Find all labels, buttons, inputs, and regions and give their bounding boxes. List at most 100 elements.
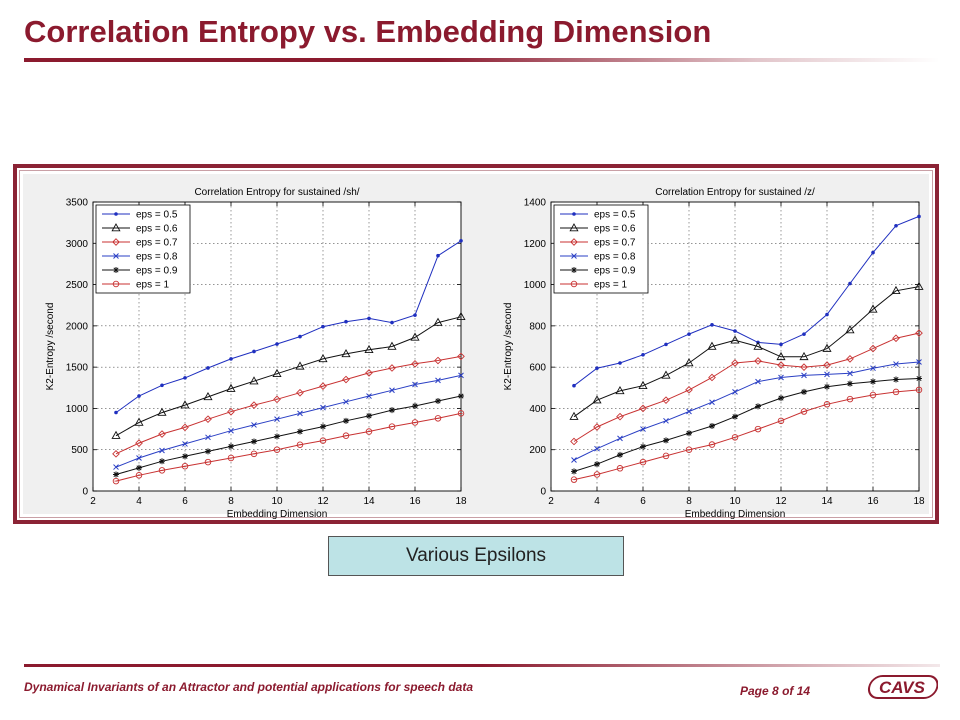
data-point	[800, 363, 808, 371]
data-point	[135, 472, 143, 479]
data-point	[319, 437, 327, 444]
data-point	[639, 404, 647, 413]
data-point	[640, 443, 646, 450]
data-point	[159, 458, 165, 465]
data-point	[229, 357, 233, 361]
legend-marker	[570, 280, 578, 288]
footer-text: Dynamical Invariants of an Attractor and…	[24, 680, 473, 694]
x-tick-label: 10	[271, 496, 283, 507]
data-point	[226, 383, 236, 392]
data-point	[413, 313, 417, 317]
data-point	[344, 319, 348, 324]
data-point	[732, 413, 738, 420]
data-point	[731, 434, 739, 441]
data-point	[893, 376, 899, 383]
data-point	[616, 465, 624, 472]
data-point	[617, 451, 623, 458]
chart-title: Correlation Entropy for sustained /sh/	[194, 187, 359, 198]
data-point	[616, 412, 624, 421]
y-tick-label: 200	[529, 445, 546, 456]
data-point	[870, 378, 876, 385]
data-point	[779, 342, 783, 347]
data-point	[458, 393, 464, 400]
legend-marker	[570, 238, 578, 246]
data-point	[891, 285, 901, 295]
data-point	[893, 361, 899, 367]
data-point	[435, 397, 441, 404]
data-point	[204, 458, 212, 466]
data-point	[135, 439, 143, 447]
legend-marker	[571, 253, 577, 259]
cavs-logo: CAVS	[867, 675, 938, 699]
legend-label: eps = 0.5	[136, 210, 178, 221]
data-point	[296, 388, 304, 397]
y-tick-label: 0	[82, 487, 88, 498]
data-point	[295, 361, 305, 370]
data-point	[755, 403, 761, 410]
series-line	[115, 316, 462, 437]
data-point	[846, 355, 854, 363]
data-point	[569, 411, 579, 420]
data-point	[777, 417, 785, 425]
data-point	[916, 375, 922, 382]
y-axis-label: K2-Entropy /second	[45, 303, 56, 391]
data-point	[412, 402, 418, 409]
data-point	[318, 353, 328, 363]
y-tick-label: 2500	[66, 280, 89, 291]
legend-label: eps = 0.7	[594, 238, 636, 249]
data-point	[182, 453, 188, 460]
data-point	[731, 359, 739, 367]
data-point	[252, 349, 256, 354]
data-point	[845, 325, 855, 334]
data-point	[638, 380, 648, 389]
legend-marker	[112, 280, 120, 288]
series-line	[573, 378, 920, 472]
data-point	[822, 343, 832, 352]
data-point	[459, 239, 463, 243]
data-point	[709, 422, 715, 429]
y-tick-label: 1000	[66, 404, 89, 415]
data-point	[274, 433, 280, 440]
data-point	[801, 372, 807, 379]
legend-marker	[113, 253, 119, 259]
data-point	[799, 351, 809, 361]
data-point	[755, 378, 761, 385]
data-point	[273, 395, 281, 404]
legend-label: eps = 0.9	[594, 266, 636, 277]
data-point	[390, 320, 394, 325]
y-axis-label: K2-Entropy /second	[503, 303, 514, 391]
data-point	[823, 401, 831, 408]
data-point	[388, 423, 396, 430]
data-point	[182, 441, 188, 447]
data-point	[456, 311, 466, 321]
data-point	[825, 312, 829, 317]
data-point	[157, 407, 167, 416]
chart-title: Correlation Entropy for sustained /z/	[655, 187, 815, 198]
y-tick-label: 600	[529, 363, 546, 374]
data-point	[387, 341, 397, 350]
data-point	[801, 388, 807, 395]
data-point	[824, 383, 830, 390]
data-point	[917, 214, 921, 219]
data-point	[228, 443, 234, 450]
data-point	[250, 401, 258, 409]
series-line	[573, 361, 920, 461]
page-prefix: Page	[740, 684, 769, 698]
series-line	[573, 389, 920, 481]
y-tick-label: 2000	[66, 321, 89, 332]
data-point	[662, 452, 670, 460]
data-point	[228, 427, 234, 434]
data-point	[708, 373, 716, 382]
legend-label: eps = 0.8	[136, 252, 178, 263]
data-point	[754, 425, 762, 433]
data-point	[778, 395, 784, 402]
page-number: 8	[772, 684, 779, 698]
data-point	[136, 455, 142, 461]
data-point	[570, 437, 578, 446]
footer-divider	[24, 664, 940, 667]
chart-sh: 2 4 6 8 10 12 14 16 18 0 500 1000 1500 2000 2500 3000 35…	[45, 187, 467, 520]
data-point	[593, 471, 601, 478]
data-point	[319, 382, 327, 390]
data-point	[733, 329, 737, 333]
data-point	[251, 422, 257, 428]
